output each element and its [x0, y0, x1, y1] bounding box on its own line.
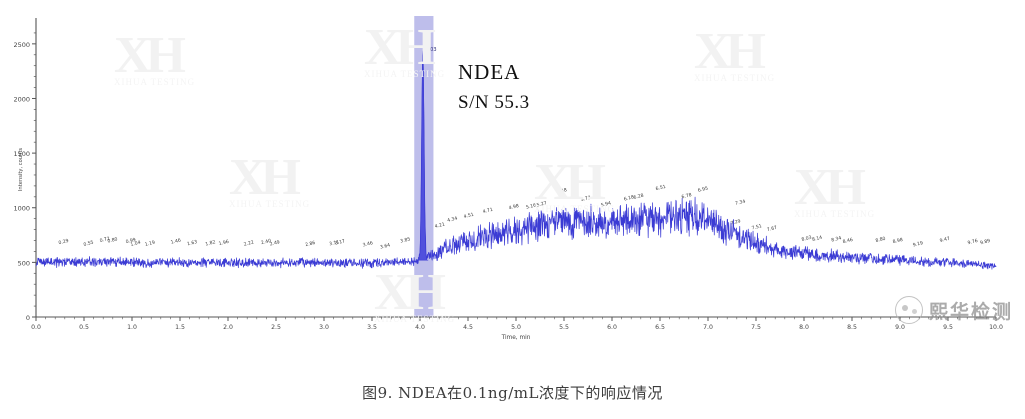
retention-time-label: 2.49 [269, 239, 280, 247]
retention-time-label: 4.98 [508, 203, 519, 211]
svg-text:3.0: 3.0 [319, 324, 329, 331]
svg-text:7.0: 7.0 [703, 324, 713, 331]
svg-text:0.0: 0.0 [31, 324, 41, 331]
retention-time-label: 0.80 [107, 236, 118, 244]
svg-text:2500: 2500 [14, 41, 30, 49]
svg-text:10.0: 10.0 [989, 324, 1003, 331]
brand-watermark: 熙华检测 [894, 296, 1013, 324]
retention-time-label: 4.21 [434, 222, 445, 230]
svg-text:6.5: 6.5 [655, 324, 665, 331]
chromatogram-trace [35, 50, 997, 270]
svg-text:5.0: 5.0 [511, 324, 521, 331]
retention-time-label: 9.19 [912, 240, 923, 248]
retention-time-label: 9.76 [967, 238, 978, 246]
svg-text:2000: 2000 [14, 95, 30, 103]
retention-time-label: 6.18 [623, 194, 634, 202]
retention-time-label: 6.28 [633, 193, 644, 201]
retention-time-label: 0.55 [83, 240, 94, 248]
svg-text:8.5: 8.5 [847, 324, 857, 331]
retention-time-label: 5.94 [600, 200, 611, 208]
retention-time-label: 2.86 [305, 240, 316, 248]
retention-time-label: 7.34 [735, 199, 746, 207]
retention-time-label: 9.47 [939, 236, 950, 244]
svg-text:4.5: 4.5 [463, 324, 473, 331]
retention-time-label: 1.19 [144, 240, 155, 248]
svg-text:9.5: 9.5 [943, 324, 953, 331]
svg-text:1.5: 1.5 [175, 324, 185, 331]
svg-text:8.0: 8.0 [799, 324, 809, 331]
svg-text:1.0: 1.0 [127, 324, 137, 331]
retention-time-label: 5.73 [580, 195, 591, 203]
retention-time-label: 3.17 [334, 238, 345, 246]
svg-text:6.0: 6.0 [607, 324, 617, 331]
retention-time-label: 6.78 [681, 192, 692, 200]
retention-time-label: 8.14 [812, 235, 823, 243]
peak-apex-label: 4.03 [425, 47, 436, 53]
svg-text:0: 0 [26, 314, 30, 322]
retention-time-label: 3.85 [400, 236, 411, 244]
svg-text:0.5: 0.5 [79, 324, 89, 331]
svg-text:7.5: 7.5 [751, 324, 761, 331]
brand-watermark-text: 熙华检测 [928, 300, 1013, 323]
retention-time-label: 6.95 [697, 185, 708, 193]
retention-time-label: 5.27 [536, 200, 547, 208]
retention-time-label: 0.29 [58, 238, 69, 246]
retention-time-label: 3.11 [329, 239, 340, 247]
retention-time-label: 8.03 [801, 235, 812, 243]
retention-time-label: 0.72 [99, 236, 110, 244]
retention-time-label: 8.98 [892, 237, 903, 245]
signal-to-noise-label: S/N 55.3 [458, 92, 530, 113]
svg-text:3.5: 3.5 [367, 324, 377, 331]
y-axis-ticks: 0 500 1000 1500 2000 2500 [14, 32, 36, 322]
retention-time-label: 8.80 [875, 236, 886, 244]
retention-time-label: 1.63 [187, 239, 198, 247]
retention-time-label: 7.51 [751, 223, 762, 231]
svg-text:4.0: 4.0 [415, 324, 425, 331]
svg-text:1000: 1000 [14, 205, 30, 213]
retention-time-label: 3.64 [380, 242, 391, 250]
ndea-peak [417, 53, 429, 261]
svg-text:5.5: 5.5 [559, 324, 569, 331]
retention-time-label: 1.46 [170, 237, 181, 245]
retention-time-label: 8.46 [842, 237, 853, 245]
retention-time-label: 5.16 [525, 202, 536, 210]
retention-time-label: 4.71 [482, 207, 493, 215]
retention-time-label: 7.29 [730, 218, 741, 226]
retention-time-label: 0.99 [125, 237, 136, 245]
retention-time-label: 6.51 [655, 184, 666, 192]
retention-time-label: 9.89 [980, 238, 991, 246]
retention-time-label: 7.67 [766, 225, 777, 233]
chromatogram-chart: XH XIHUA TESTING XH XIHUA TESTING XH XIH… [14, 8, 1004, 353]
svg-text:9.0: 9.0 [895, 324, 905, 331]
retention-time-label: 4.51 [463, 212, 474, 220]
retention-time-label: 5.48 [556, 187, 567, 195]
retention-time-label: 3.46 [362, 240, 373, 248]
x-axis-ticks: 0.0 0.5 1.0 1.5 2.0 2.5 3.0 3.5 4.0 4.5 5.0 5.5 6.0 6… [31, 317, 1003, 331]
retention-time-label: 2.40 [260, 238, 271, 246]
retention-time-labels: 0.29 0.55 0.720.80 0.991.04 1.19 1.46 1.63 1.82… [58, 184, 991, 251]
analyte-label: NDEA [458, 60, 521, 84]
figure-caption: 图9. NDEA在0.1ng/mL浓度下的响应情况 [362, 384, 663, 402]
retention-time-label: 1.82 [205, 239, 216, 247]
retention-time-label: 4.34 [447, 216, 458, 224]
svg-text:2.5: 2.5 [271, 324, 281, 331]
retention-time-label: 2.22 [243, 239, 254, 247]
svg-text:1500: 1500 [14, 150, 30, 158]
y-axis-title: Intensity, counts [18, 148, 24, 192]
svg-text:2.0: 2.0 [223, 324, 233, 331]
x-axis-title: Time, min [501, 335, 531, 341]
chromatogram-plot: 0 500 1000 1500 2000 2500 Intensity, counts 0.0… [14, 16, 1003, 341]
retention-time-label: 1.96 [218, 239, 229, 247]
svg-text:500: 500 [18, 259, 30, 267]
retention-time-label: 8.34 [831, 235, 842, 243]
panda-logo-icon [894, 296, 923, 324]
retention-time-label: 1.04 [130, 240, 141, 248]
